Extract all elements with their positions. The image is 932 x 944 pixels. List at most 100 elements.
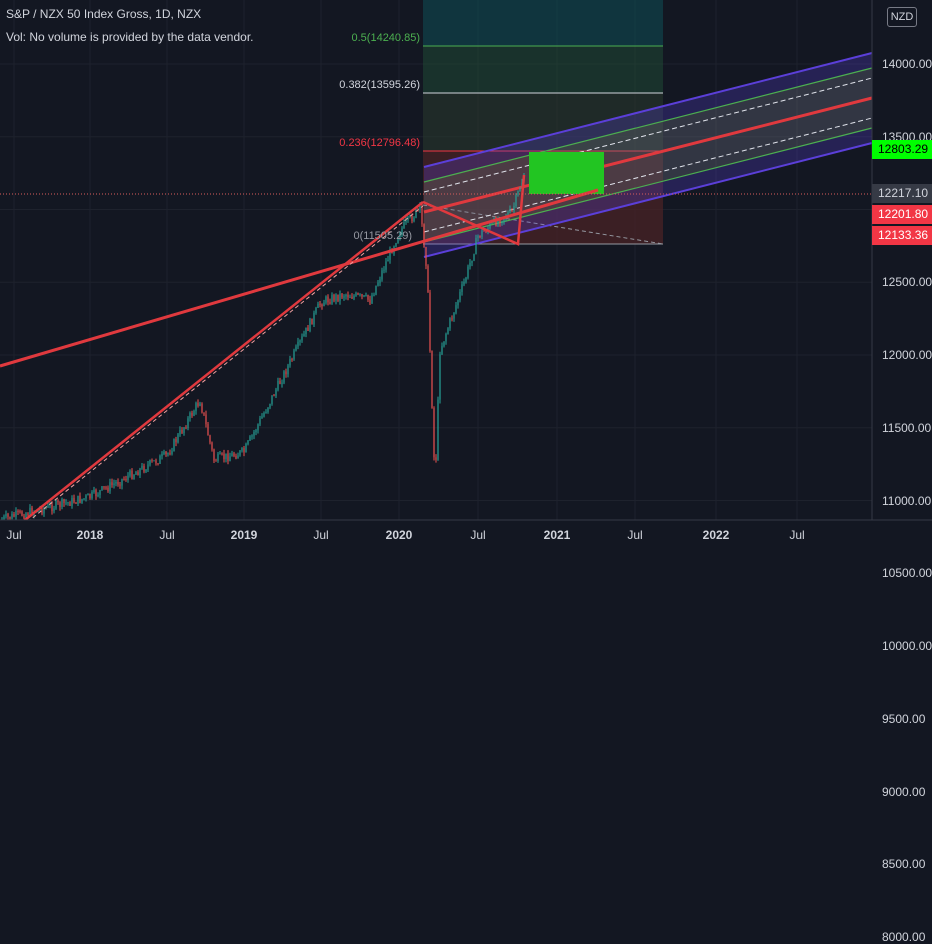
candle-body xyxy=(483,230,485,232)
candle-body xyxy=(373,294,375,296)
candle-body xyxy=(5,514,7,517)
x-tick-label: Jul xyxy=(159,528,175,542)
candle-body xyxy=(489,223,491,229)
channel-line xyxy=(423,127,873,243)
candle-body xyxy=(117,481,119,485)
candle-body xyxy=(227,453,229,462)
candle-body xyxy=(113,483,115,485)
candle-body xyxy=(281,382,283,384)
candle-body xyxy=(501,221,503,223)
channel-median-line xyxy=(423,96,873,214)
candle-body xyxy=(191,412,193,416)
trendlines-layer xyxy=(0,174,872,545)
x-tick-label: Jul xyxy=(627,528,643,542)
candle-body xyxy=(459,291,461,301)
x-tick-label: 2020 xyxy=(385,528,413,542)
candle-body xyxy=(233,453,235,456)
candle-body xyxy=(141,465,143,469)
candle-body xyxy=(69,502,71,506)
candle-body xyxy=(353,295,355,299)
candle-body xyxy=(357,293,359,295)
x-tick-label: 2021 xyxy=(543,528,571,542)
candle-body xyxy=(203,412,205,415)
candle-body xyxy=(95,489,97,497)
target-box xyxy=(529,152,604,194)
candle-body xyxy=(115,481,117,484)
candle-body xyxy=(451,318,453,320)
x-tick-label: 2018 xyxy=(76,528,104,542)
candle-body xyxy=(379,279,381,283)
candle-body xyxy=(453,312,455,319)
steep-trendline xyxy=(0,201,424,541)
candle-body xyxy=(91,491,93,499)
candle-body xyxy=(455,305,457,313)
fib-level-label: 0.382(13595.26) xyxy=(339,79,420,91)
symbol-title[interactable]: S&P / NZX 50 Index Gross, 1D, NZX xyxy=(6,7,202,21)
candle-body xyxy=(193,411,195,416)
candle-body xyxy=(145,469,147,472)
candle-body xyxy=(143,465,145,472)
candle-body xyxy=(213,449,215,461)
channel-line xyxy=(423,52,873,168)
candle-body xyxy=(153,460,155,462)
candle-body xyxy=(381,270,383,280)
candle-body xyxy=(197,403,199,406)
candle-body xyxy=(127,475,129,480)
candle-body xyxy=(81,498,83,503)
candle-body xyxy=(463,281,465,285)
candle-body xyxy=(93,489,95,492)
candle-body xyxy=(133,474,135,479)
candle-body xyxy=(77,495,79,504)
candle-body xyxy=(249,436,251,441)
candle-body xyxy=(73,498,75,503)
currency-button[interactable]: NZD xyxy=(887,7,917,27)
candle-body xyxy=(485,230,487,233)
candle-body xyxy=(105,487,107,489)
price-tag: 12803.29 xyxy=(872,140,932,159)
channel-line xyxy=(423,77,873,193)
candle-body xyxy=(335,294,337,301)
price-chart[interactable] xyxy=(0,0,932,550)
candle-body xyxy=(351,297,353,299)
candle-body xyxy=(125,479,127,481)
candle-body xyxy=(205,414,207,425)
candle-body xyxy=(267,407,269,412)
candle-body xyxy=(67,502,69,504)
candle-body xyxy=(389,249,391,260)
candle-body xyxy=(419,203,421,210)
candle-body xyxy=(387,259,389,262)
candle-body xyxy=(495,218,497,226)
candle-body xyxy=(445,333,447,342)
candle-body xyxy=(479,235,481,237)
candle-body xyxy=(43,508,45,514)
candle-body xyxy=(431,351,433,408)
candle-body xyxy=(175,439,177,443)
candle-body xyxy=(151,460,153,462)
candle-body xyxy=(31,507,33,516)
candle-body xyxy=(473,254,475,261)
fib-zone-top xyxy=(423,0,663,46)
axis-layer xyxy=(0,0,932,521)
y-tick-label: 10000.00 xyxy=(882,639,932,653)
candle-body xyxy=(155,460,157,464)
candle-body xyxy=(511,209,513,211)
candle-body xyxy=(251,435,253,437)
candle-body xyxy=(225,453,227,460)
candle-body xyxy=(327,296,329,303)
candle-body xyxy=(411,215,413,222)
candle-body xyxy=(291,359,293,361)
candle-body xyxy=(273,395,275,397)
regression-channel-layer xyxy=(423,52,873,258)
candle-body xyxy=(83,498,85,500)
fib-level-label: 0(11505.29) xyxy=(353,230,412,242)
candle-body xyxy=(201,403,203,413)
candle-body xyxy=(101,486,103,491)
candle-body xyxy=(399,234,401,238)
candle-body xyxy=(359,294,361,296)
channel-line xyxy=(423,67,873,183)
channel-upper-band xyxy=(424,53,872,182)
candle-body xyxy=(329,302,331,304)
candle-body xyxy=(97,494,99,497)
x-tick-label: 2022 xyxy=(702,528,730,542)
candle-body xyxy=(375,285,377,295)
